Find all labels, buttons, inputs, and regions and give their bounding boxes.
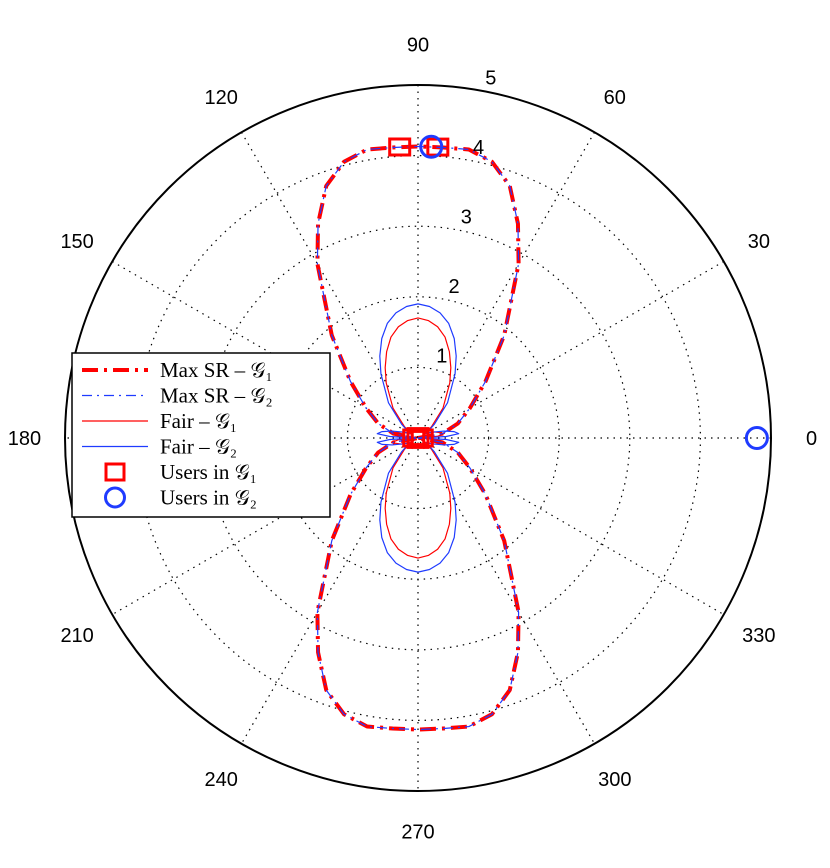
legend-label-6: Users in 𝒢₂ bbox=[160, 486, 257, 510]
marker-g2-0 bbox=[744, 426, 769, 450]
user-markers bbox=[388, 134, 769, 450]
series-4-curve bbox=[376, 303, 460, 573]
marker-g1-4 bbox=[388, 137, 412, 157]
theta-tick-90: 90 bbox=[407, 34, 429, 56]
theta-tick-120: 120 bbox=[205, 87, 238, 109]
legend-label-1: Max SR – 𝒢₁ bbox=[160, 358, 273, 382]
grid-circle-4 bbox=[135, 155, 701, 721]
r-tick-5: 5 bbox=[485, 67, 496, 89]
r-tick-1: 1 bbox=[436, 345, 447, 367]
grid-spoke-30 bbox=[111, 260, 725, 616]
theta-tick-330: 330 bbox=[742, 625, 775, 647]
theta-tick-150: 150 bbox=[60, 231, 93, 253]
outer-boundary bbox=[64, 84, 772, 792]
theta-tick-60: 60 bbox=[604, 87, 626, 109]
tick-labels: 0 30 60 90 120 150 180 210 240 270 300 330 1 2 3 4 5 bbox=[8, 34, 817, 843]
series-2-curve bbox=[316, 145, 520, 731]
legend-label-4: Fair – 𝒢₂ bbox=[160, 435, 237, 459]
legend-label-5: Users in 𝒢₁ bbox=[160, 460, 257, 484]
theta-tick-270: 270 bbox=[401, 822, 434, 844]
legend-box bbox=[71, 352, 331, 518]
r-tick-2: 2 bbox=[449, 276, 460, 298]
legend-swatch-6 bbox=[104, 486, 126, 509]
r-tick-3: 3 bbox=[461, 206, 472, 228]
marker-g1-3 bbox=[402, 428, 426, 448]
theta-tick-300: 300 bbox=[598, 769, 631, 791]
theta-tick-180: 180 bbox=[8, 428, 41, 450]
legend-label-2: Max SR – 𝒢₂ bbox=[160, 384, 273, 408]
theta-tick-210: 210 bbox=[60, 625, 93, 647]
legend-swatch-5 bbox=[104, 462, 126, 482]
polar-grid bbox=[64, 84, 772, 792]
grid-spoke-150 bbox=[111, 260, 725, 616]
marker-g2-1 bbox=[419, 134, 444, 159]
grid-spoke-60 bbox=[240, 131, 596, 745]
grid-spoke-120 bbox=[240, 131, 596, 745]
r-tick-4: 4 bbox=[473, 137, 484, 159]
theta-tick-0: 0 bbox=[806, 428, 817, 450]
grid-circle-3 bbox=[205, 225, 631, 651]
series-curves bbox=[315, 144, 521, 732]
theta-tick-240: 240 bbox=[205, 769, 238, 791]
theta-tick-30: 30 bbox=[748, 231, 770, 253]
legend-label-3: Fair – 𝒢₁ bbox=[160, 409, 237, 433]
